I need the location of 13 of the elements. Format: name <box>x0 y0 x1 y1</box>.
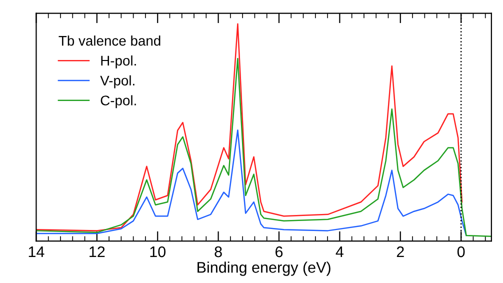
legend-label: H-pol. <box>101 55 136 68</box>
legend-label: V-pol. <box>100 75 134 88</box>
x-tick-label: 10 <box>150 246 166 258</box>
x-axis-title: Binding energy (eV) <box>198 262 330 276</box>
x-tick-label: 4 <box>336 246 344 258</box>
x-tick-label: 6 <box>276 246 283 258</box>
x-tick-label: 12 <box>90 246 105 258</box>
legend-label: C-pol. <box>100 95 136 108</box>
legend-title: Tb valence band <box>58 36 160 46</box>
x-tick-label: 2 <box>396 246 404 258</box>
x-tick-label: 0 <box>457 246 465 258</box>
x-tick-label: 8 <box>214 246 222 258</box>
x-tick-label: 14 <box>28 246 44 258</box>
